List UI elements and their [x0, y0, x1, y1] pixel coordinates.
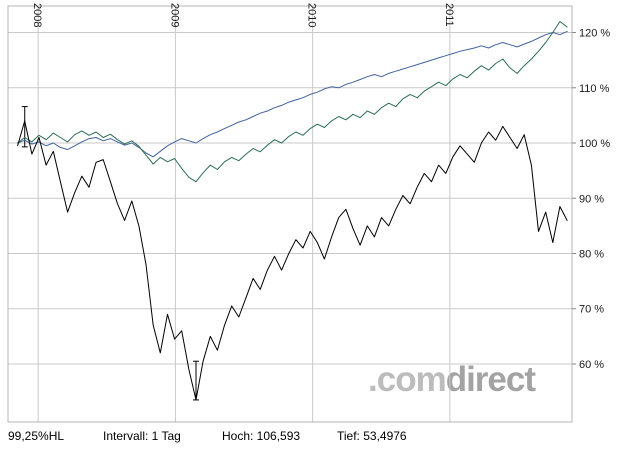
low-label: Tief: 53,4976 [337, 429, 407, 443]
y-tick-label: 120 % [579, 28, 610, 40]
x-tick-label: 2009 [168, 3, 180, 27]
series-line-benchmark-blue [17, 30, 568, 158]
watermark-com-text: .com [368, 360, 447, 399]
interval-label: Intervall: 1 Tag [103, 429, 181, 443]
watermark-direct-text: direct [445, 360, 536, 399]
plot-border [7, 5, 573, 423]
comdirect-watermark: .comdirect [368, 360, 536, 400]
x-tick-label: 2010 [306, 3, 318, 27]
series-line-instrument-black [17, 120, 568, 401]
chart-footer: 99,25%HL Intervall: 1 Tag Hoch: 106,593 … [0, 429, 632, 449]
x-tick-label: 2011 [443, 3, 455, 27]
y-tick-label: 60 % [579, 359, 604, 371]
current-value-hl-label: 99,25%HL [8, 429, 65, 443]
series-line-benchmark-green [17, 21, 568, 183]
x-tick-label: 2008 [31, 3, 43, 27]
y-tick-label: 70 % [579, 304, 604, 316]
y-tick-label: 100 % [579, 138, 610, 150]
y-tick-label: 80 % [579, 249, 604, 261]
high-label: Hoch: 106,593 [222, 429, 301, 443]
y-tick-label: 90 % [579, 193, 604, 205]
y-tick-label: 110 % [579, 83, 610, 95]
